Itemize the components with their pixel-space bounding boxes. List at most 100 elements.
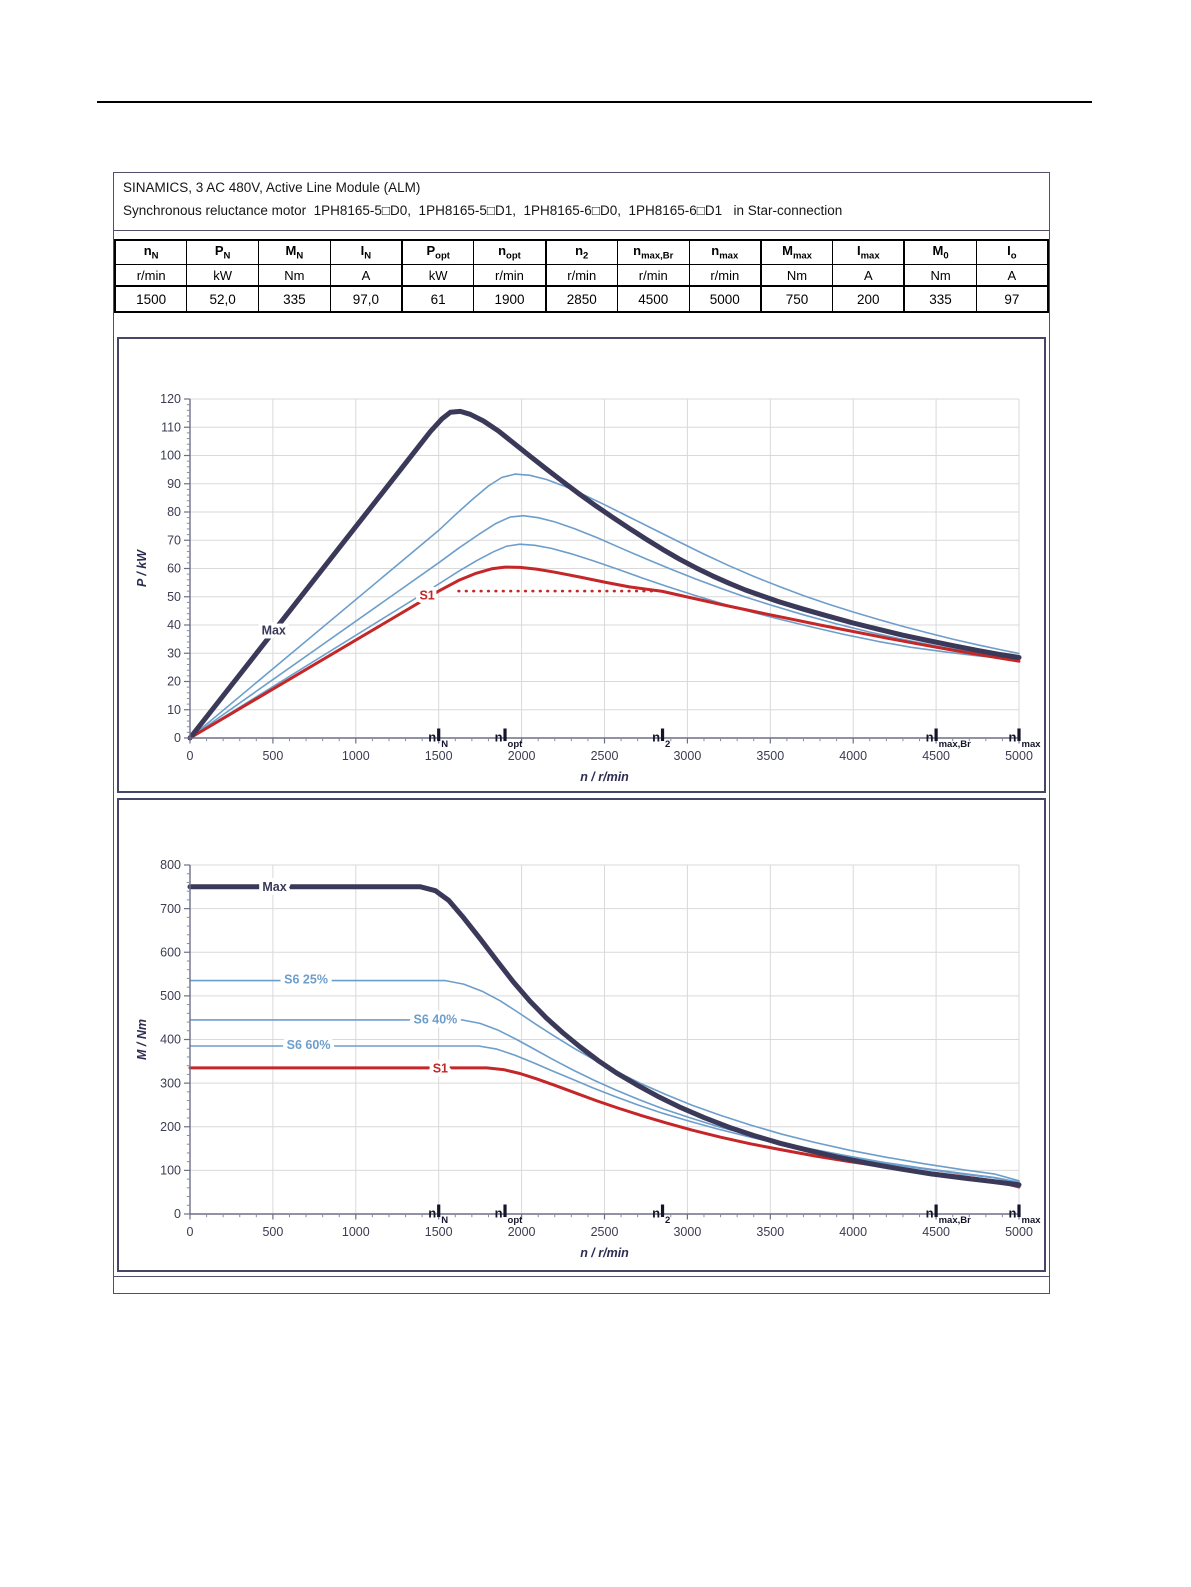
x-tick-label: 4500 [922, 1225, 950, 1239]
curve-s6-60- [189, 543, 1020, 739]
curve-s6-40- [189, 514, 1020, 739]
table-value-cell: 1900 [473, 285, 547, 313]
x-tick-label: 2500 [591, 749, 619, 763]
table-unit-cell: Nm [903, 264, 977, 287]
x-tick-label: 0 [187, 749, 194, 763]
table-value-cell: 750 [759, 285, 834, 313]
svg-text:n: n [495, 730, 503, 745]
table-symbol-cell: Io [975, 239, 1049, 265]
x-marker-n-opt: n opt [495, 728, 524, 750]
svg-text:n: n [652, 1206, 660, 1221]
curve-label-s1: S1 [433, 1061, 448, 1075]
footer-strip [114, 1276, 1049, 1291]
table-value-cell: 335 [903, 285, 977, 313]
table-symbol-cell: IN [329, 239, 403, 265]
table-symbol-cell: MN [258, 239, 331, 265]
x-tick-label: 4000 [839, 749, 867, 763]
motor-data-table: nN PN MN IN Popt nopt n2 nmax,Br nmax Mmax Imax M0 I… [114, 239, 1049, 313]
y-tick-label: 600 [160, 945, 181, 959]
curve-label-max: Max [262, 880, 286, 894]
x-tick-label: 2000 [508, 1225, 536, 1239]
x-tick-label: 4500 [922, 749, 950, 763]
table-unit-cell: Nm [759, 264, 834, 287]
y-tick-label: 40 [167, 618, 181, 632]
y-tick-label: 100 [160, 449, 181, 463]
table-unit-cell: A [832, 264, 905, 287]
y-axis-title: P / kW [135, 549, 149, 587]
table-unit-cell: kW [401, 264, 475, 287]
x-tick-label: 0 [187, 1225, 194, 1239]
table-unit-cell: r/min [114, 264, 188, 287]
svg-text:N: N [441, 1215, 448, 1226]
x-tick-label: 5000 [1005, 749, 1033, 763]
y-tick-label: 200 [160, 1120, 181, 1134]
power-chart: 0 500 1000 1500 2000 2500 3000 3500 4000 4500 5000… [135, 392, 1042, 784]
svg-text:n: n [652, 730, 660, 745]
curve-label-max: Max [262, 624, 286, 638]
table-symbol-cell: n2 [544, 239, 618, 265]
y-tick-label: 120 [160, 392, 181, 406]
y-tick-label: 0 [174, 731, 181, 745]
svg-text:opt: opt [508, 1215, 524, 1226]
svg-text:2: 2 [665, 739, 670, 750]
svg-text:max,Br: max,Br [939, 1215, 972, 1226]
torque-chart: 0 500 1000 1500 2000 2500 3000 3500 4000 4500 5000… [135, 858, 1042, 1260]
table-value-cell: 2850 [544, 285, 618, 313]
table-symbol-cell: PN [186, 239, 260, 265]
svg-text:max: max [1022, 1215, 1042, 1226]
curve-max [187, 408, 1022, 741]
y-tick-label: 100 [160, 1164, 181, 1178]
table-unit-cell: r/min [688, 264, 762, 287]
x-marker-n-opt: n opt [495, 1204, 524, 1226]
table-unit-cell: r/min [616, 264, 690, 287]
x-tick-label: 1500 [425, 749, 453, 763]
x-tick-label: 3000 [673, 1225, 701, 1239]
x-tick-label: 3000 [673, 749, 701, 763]
svg-text:max: max [1022, 739, 1042, 750]
table-unit-cell: Nm [258, 264, 331, 287]
curve-s6-25- [189, 979, 1020, 1182]
x-tick-label: 4000 [839, 1225, 867, 1239]
table-symbol-cell: Popt [401, 239, 475, 265]
svg-text:2: 2 [665, 1215, 670, 1226]
curve-s6-25- [189, 473, 1020, 739]
table-unit-cell: r/min [544, 264, 618, 287]
table-symbol-row: nN PN MN IN Popt nopt n2 nmax,Br nmax Mmax Imax M0 I… [114, 239, 1049, 265]
table-symbol-cell: nmax,Br [616, 239, 690, 265]
y-tick-label: 700 [160, 902, 181, 916]
table-value-cell: 1500 [114, 285, 188, 313]
x-tick-label: 5000 [1005, 1225, 1033, 1239]
curve-max [187, 884, 1022, 1188]
x-tick-label: 3500 [756, 749, 784, 763]
svg-text:n: n [1009, 1206, 1017, 1221]
y-tick-label: 800 [160, 858, 181, 872]
x-tick-label: 1000 [342, 1225, 370, 1239]
y-tick-label: 500 [160, 989, 181, 1003]
table-symbol-cell: M0 [903, 239, 977, 265]
table-symbol-cell: nopt [473, 239, 547, 265]
curve-label-s6-25-: S6 25% [284, 973, 328, 987]
svg-text:n: n [1009, 730, 1017, 745]
y-tick-label: 30 [167, 646, 181, 660]
x-axis-title: n / r/min [580, 770, 629, 784]
table-symbol-cell: nmax [688, 239, 762, 265]
table-symbol-cell: nN [114, 239, 188, 265]
x-tick-label: 500 [262, 749, 283, 763]
axes [184, 864, 1020, 1220]
datasheet-container: SINAMICS, 3 AC 480V, Active Line Module … [113, 172, 1050, 1294]
y-tick-label: 60 [167, 562, 181, 576]
y-tick-label: 300 [160, 1076, 181, 1090]
table-value-cell: 5000 [688, 285, 762, 313]
y-tick-label: 110 [161, 420, 181, 434]
title-line-2: Synchronous reluctance motor 1PH8165-5□D… [123, 203, 843, 218]
table-value-cell: 4500 [616, 285, 690, 313]
title-block: SINAMICS, 3 AC 480V, Active Line Module … [114, 173, 1049, 231]
x-marker-n-max-Br: n max,Br [926, 1204, 972, 1226]
table-value-cell: 200 [832, 285, 905, 313]
table-value-cell: 52,0 [186, 285, 260, 313]
x-tick-label: 500 [262, 1225, 283, 1239]
svg-text:opt: opt [508, 739, 524, 750]
